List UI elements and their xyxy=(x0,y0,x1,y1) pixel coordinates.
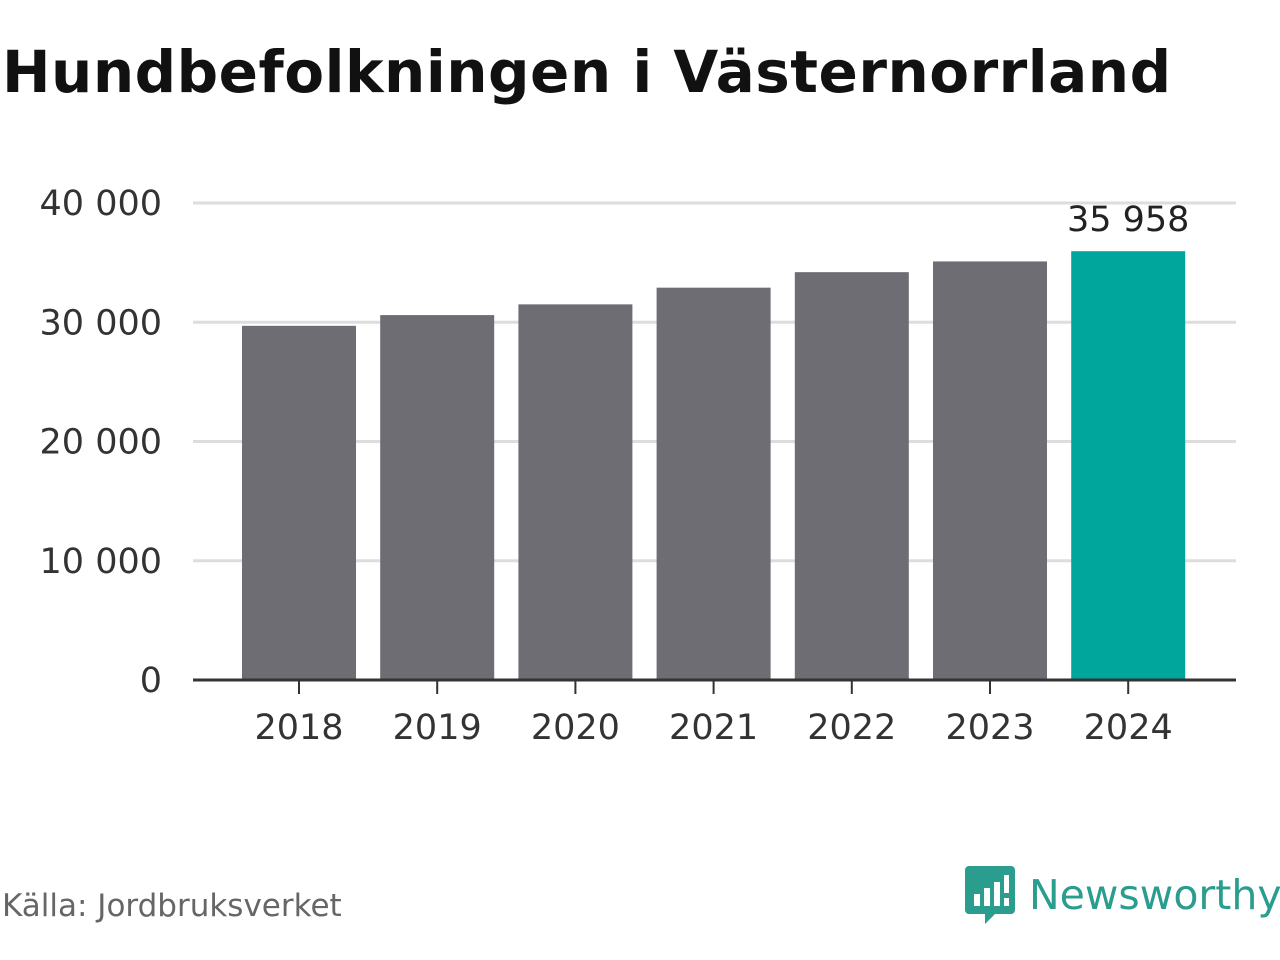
y-tick-label: 40 000 xyxy=(40,184,162,224)
x-tick-label: 2024 xyxy=(1084,708,1173,748)
bar-2018 xyxy=(242,325,356,680)
x-tick-label: 2019 xyxy=(393,708,482,748)
y-tick-label: 10 000 xyxy=(40,542,162,582)
bar-2020 xyxy=(518,304,633,680)
y-tick-label: 0 xyxy=(140,661,162,701)
source-note: Källa: Jordbruksverket xyxy=(2,888,342,924)
newsworthy-logo-icon xyxy=(965,866,1015,924)
brand-name: Newsworthy xyxy=(1029,871,1280,919)
x-tick-label: 2021 xyxy=(669,708,758,748)
bar-chart: 0 10 000 20 000 30 000 40 000 2018 2019 2020 202… xyxy=(40,184,1236,748)
bar-2024 xyxy=(1071,251,1186,680)
x-tick-label: 2023 xyxy=(945,708,1034,748)
chart-title: Hundbefolkningen i Västernorrland xyxy=(2,38,1172,106)
y-tick-label: 20 000 xyxy=(40,423,162,463)
bar-2021 xyxy=(656,287,771,680)
x-tick-label: 2018 xyxy=(254,708,343,748)
data-label-2024: 35 958 xyxy=(1067,200,1189,240)
bar-2019 xyxy=(380,315,495,680)
x-tick-label: 2022 xyxy=(807,708,896,748)
bar-2023 xyxy=(933,261,1047,680)
newsworthy-logo: Newsworthy xyxy=(965,866,1280,924)
bar-2022 xyxy=(794,272,909,680)
y-tick-label: 30 000 xyxy=(40,303,162,343)
x-tick-label: 2020 xyxy=(531,708,620,748)
